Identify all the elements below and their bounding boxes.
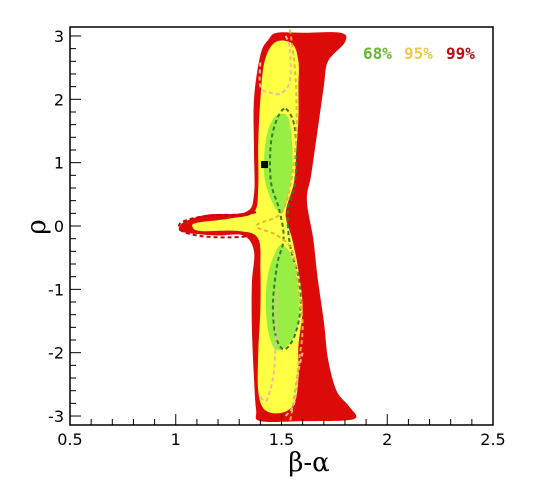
x-tick-label: 2 — [382, 430, 392, 449]
x-axis-ticks: 0.5 1 1.5 2 2.5 — [57, 414, 506, 449]
legend: 68% 95% 99% — [363, 44, 475, 63]
y-tick-label: 1 — [54, 154, 64, 173]
legend-item-68: 68% — [363, 44, 392, 63]
x-axis-title: β-α — [288, 448, 329, 478]
dashed-contour-5 — [177, 211, 257, 239]
region-68-2 — [263, 113, 293, 214]
dashed-contour-2 — [259, 289, 279, 403]
region-95-1 — [192, 40, 303, 414]
y-tick-label: -3 — [48, 407, 64, 426]
y-tick-label: -1 — [48, 280, 64, 299]
y-tick-label: 0 — [54, 217, 64, 236]
legend-item-95: 95% — [404, 44, 433, 63]
legend-item-99: 99% — [446, 44, 475, 63]
x-tick-label: 0.5 — [57, 430, 82, 449]
dashed-contour-3 — [284, 352, 304, 417]
dashed-contour-1 — [258, 35, 292, 96]
y-tick-label: 3 — [54, 27, 64, 46]
x-tick-label: 1 — [171, 430, 181, 449]
region-68-3 — [265, 245, 300, 351]
dashed-contours — [177, 29, 304, 423]
confidence-regions — [178, 32, 357, 423]
y-axis-title: ρ — [22, 219, 52, 234]
x-tick-label: 2.5 — [480, 430, 505, 449]
x-tick-label: 1.5 — [269, 430, 294, 449]
y-axis-ticks: -3 -2 -1 0 1 2 3 — [48, 27, 81, 426]
dashed-contour-4 — [255, 29, 304, 423]
best-fit-layer — [261, 161, 269, 169]
y-tick-label: -2 — [48, 344, 64, 363]
y-tick-label: 2 — [54, 90, 64, 109]
best-fit-point — [261, 161, 269, 169]
